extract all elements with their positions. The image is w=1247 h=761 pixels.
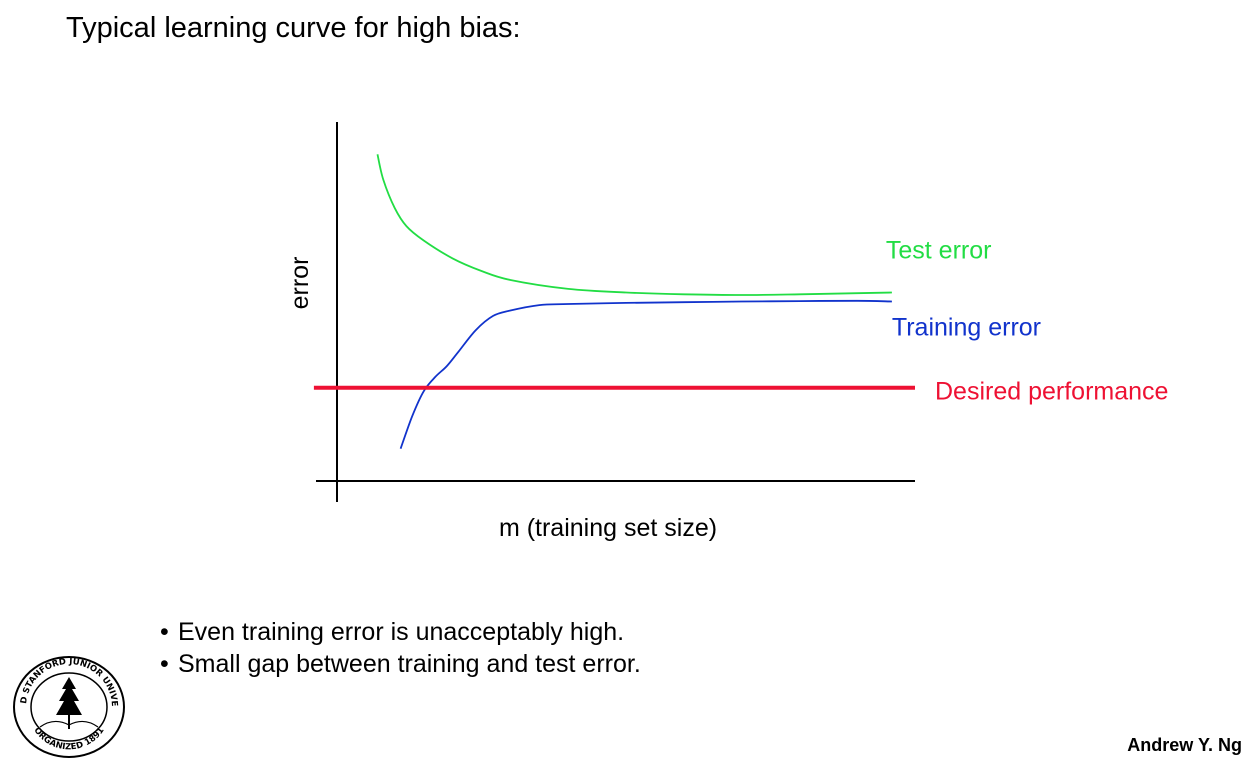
series-line-test-error	[376, 154, 892, 296]
series-label-test-error: Test error	[886, 237, 992, 265]
series-layer	[313, 154, 915, 449]
series-label-desired-performance: Desired performance	[935, 378, 1168, 406]
bullet-text: Small gap between training and test erro…	[178, 650, 641, 678]
svg-text:ORGANIZED 1891: ORGANIZED 1891	[32, 726, 107, 753]
y-axis-label: error	[286, 257, 314, 310]
x-axis-label: m (training set size)	[499, 514, 717, 542]
bullet-item: • Even training error is unacceptably hig…	[160, 618, 625, 646]
learning-curve-chart: error m (training set size) Test error Tr…	[286, 122, 1169, 542]
seal-text-bottom: ORGANIZED 1891	[32, 726, 107, 753]
series-line-training-error	[399, 299, 892, 449]
series-label-training-error: Training error	[892, 314, 1041, 342]
bullet-item: • Small gap between training and test err…	[160, 650, 641, 678]
tree-icon	[39, 677, 99, 729]
bullet-list: • Even training error is unacceptably hig…	[160, 616, 641, 680]
bullet-text: Even training error is unacceptably high…	[178, 618, 625, 646]
stanford-seal-logo: LELAND STANFORD JUNIOR UNIVERSITY ORGANI…	[12, 655, 125, 758]
author-name: Andrew Y. Ng	[1127, 735, 1242, 755]
slide-title: Typical learning curve for high bias:	[66, 12, 521, 44]
series-label-layer: Test error Training error Desired performa…	[886, 237, 1169, 406]
